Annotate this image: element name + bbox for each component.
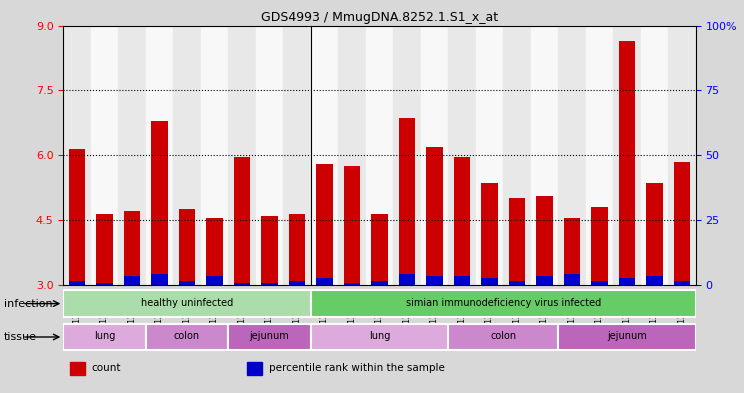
Bar <box>641 26 668 285</box>
Bar <box>179 281 195 285</box>
Title: GDS4993 / MmugDNA.8252.1.S1_x_at: GDS4993 / MmugDNA.8252.1.S1_x_at <box>261 11 498 24</box>
Bar <box>619 40 635 285</box>
Bar <box>228 324 311 350</box>
Text: tissue: tissue <box>4 332 36 342</box>
Bar <box>311 26 339 285</box>
Bar <box>247 362 263 375</box>
Bar <box>371 214 388 285</box>
Bar <box>668 26 696 285</box>
Text: simian immunodeficiency virus infected: simian immunodeficiency virus infected <box>405 298 601 308</box>
Bar <box>399 119 415 285</box>
Text: lung: lung <box>94 331 115 342</box>
Bar <box>96 283 113 285</box>
Bar <box>70 362 86 375</box>
Bar <box>96 214 113 285</box>
Bar <box>228 26 256 285</box>
Bar <box>256 26 283 285</box>
Bar <box>371 281 388 285</box>
Bar <box>124 211 140 285</box>
Text: jejunum: jejunum <box>249 331 289 342</box>
Bar <box>673 281 690 285</box>
Text: colon: colon <box>174 331 200 342</box>
Bar <box>234 283 250 285</box>
Bar <box>63 26 91 285</box>
Bar <box>63 324 146 350</box>
Bar <box>399 274 415 285</box>
Bar <box>289 281 305 285</box>
Bar <box>591 207 608 285</box>
Bar <box>206 218 222 285</box>
Bar <box>311 324 448 350</box>
Bar <box>366 26 393 285</box>
Bar <box>173 26 201 285</box>
Bar <box>591 281 608 285</box>
Bar <box>393 26 420 285</box>
Bar <box>448 324 558 350</box>
Bar <box>124 276 140 285</box>
Bar <box>179 209 195 285</box>
Bar <box>151 274 167 285</box>
Bar <box>558 26 586 285</box>
Bar <box>564 218 580 285</box>
Bar <box>530 26 558 285</box>
Bar <box>481 184 498 285</box>
Bar <box>118 26 146 285</box>
Bar <box>613 26 641 285</box>
Text: lung: lung <box>369 331 390 342</box>
Bar <box>316 164 333 285</box>
Bar <box>481 279 498 285</box>
Bar <box>619 279 635 285</box>
Bar <box>344 283 360 285</box>
Text: percentile rank within the sample: percentile rank within the sample <box>269 363 445 373</box>
Bar <box>311 290 696 317</box>
Bar <box>536 276 553 285</box>
Bar <box>454 157 470 285</box>
Bar <box>339 26 366 285</box>
Bar <box>146 324 228 350</box>
Bar <box>201 26 228 285</box>
Text: colon: colon <box>490 331 516 342</box>
Bar <box>558 324 696 350</box>
Bar <box>646 184 663 285</box>
Bar <box>68 281 86 285</box>
Bar <box>261 216 278 285</box>
Bar <box>68 149 86 285</box>
Bar <box>234 156 250 285</box>
Bar <box>646 276 663 285</box>
Bar <box>206 276 222 285</box>
Bar <box>586 26 613 285</box>
Bar <box>146 26 173 285</box>
Text: infection: infection <box>4 299 52 309</box>
Bar <box>91 26 118 285</box>
Bar <box>283 26 311 285</box>
Bar <box>536 196 553 285</box>
Bar <box>344 166 360 285</box>
Bar <box>261 283 278 285</box>
Text: count: count <box>92 363 121 373</box>
Bar <box>63 290 311 317</box>
Bar <box>503 26 530 285</box>
Bar <box>426 276 443 285</box>
Bar <box>426 147 443 285</box>
Text: jejunum: jejunum <box>607 331 647 342</box>
Bar <box>454 276 470 285</box>
Bar <box>564 274 580 285</box>
Bar <box>509 198 525 285</box>
Bar <box>151 121 167 285</box>
Bar <box>475 26 503 285</box>
Bar <box>509 281 525 285</box>
Text: healthy uninfected: healthy uninfected <box>141 298 233 308</box>
Bar <box>448 26 475 285</box>
Bar <box>420 26 448 285</box>
Bar <box>316 279 333 285</box>
Bar <box>673 162 690 285</box>
Bar <box>289 214 305 285</box>
